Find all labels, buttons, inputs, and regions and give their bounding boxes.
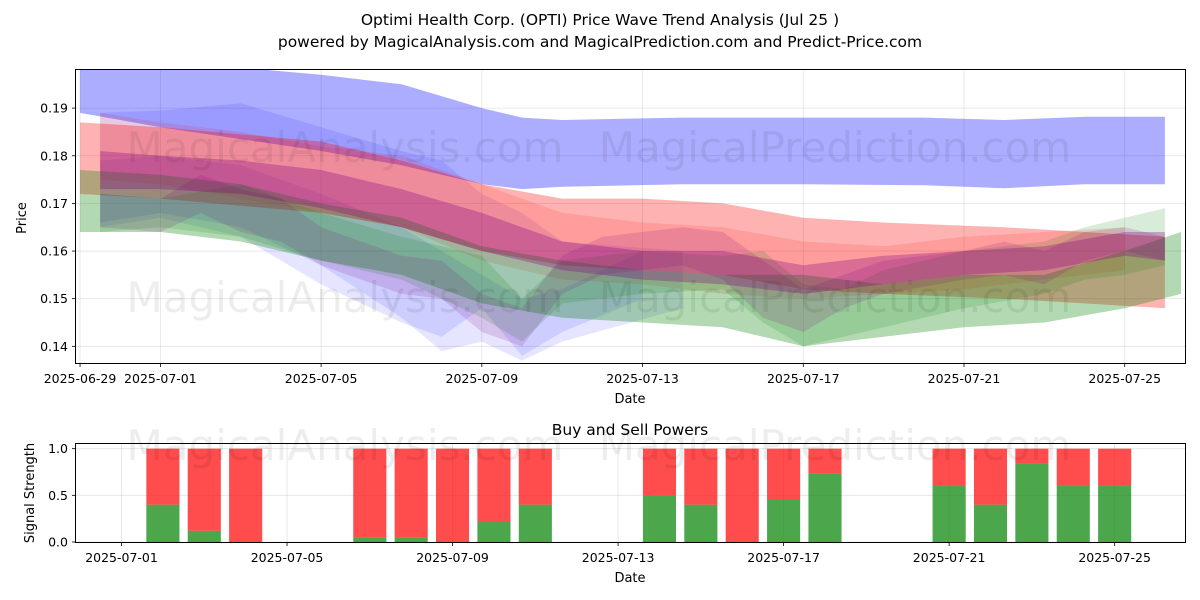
buy-sell-x-tick-label: 2025-07-17: [747, 550, 820, 565]
price-wave-band: [100, 184, 1165, 347]
sell-bar: [146, 448, 180, 505]
sell-bar: [436, 448, 470, 542]
sell-bar: [229, 448, 263, 542]
price-y-tick-label: 0.17: [40, 196, 68, 211]
buy-bar: [1056, 485, 1090, 542]
buy-bar: [187, 530, 221, 542]
price-x-axis-label: Date: [614, 392, 645, 407]
buy-sell-x-tick-label: 2025-07-13: [582, 550, 655, 565]
price-x-tick-label: 2025-07-13: [606, 371, 679, 386]
sell-bar: [808, 448, 842, 474]
buy-sell-title: Buy and Sell Powers: [552, 421, 709, 439]
buy-bar: [1015, 463, 1049, 542]
buy-sell-x-axis: 2025-07-01 2025-07-05 2025-07-09 2025-07-13…: [85, 542, 1151, 565]
price-wave-band: [80, 122, 1165, 309]
price-wave-band: [80, 70, 1165, 190]
price-x-tick-label: 2025-07-25: [1088, 371, 1161, 386]
price-x-axis: 2025-06-29 2025-07-01 2025-07-05 2025-07-09…: [44, 363, 1161, 386]
price-y-tick-label: 0.19: [40, 101, 68, 116]
buy-sell-x-tick-label: 2025-07-01: [85, 550, 158, 565]
chart-title: Optimi Health Corp. (OPTI) Price Wave Tr…: [361, 11, 839, 29]
buy-sell-y-tick-label: 0.0: [48, 535, 68, 550]
buy-sell-x-tick-label: 2025-07-05: [251, 550, 324, 565]
buy-bar: [518, 504, 552, 542]
sell-bar: [767, 448, 801, 500]
watermark-analysis-bottom: MagicalAnalysis.com: [127, 421, 564, 470]
buy-sell-bars: [146, 448, 1132, 542]
buy-bar: [1098, 485, 1132, 542]
sell-bar: [642, 448, 677, 496]
buy-bar: [146, 504, 180, 542]
watermark-prediction-bottom: MagicalPrediction.com: [599, 421, 1072, 470]
sell-bar: [932, 448, 966, 486]
buy-sell-x-axis-label: Date: [614, 571, 645, 586]
sell-bar: [477, 448, 511, 522]
buy-bar: [353, 537, 387, 542]
price-y-axis-label: Price: [15, 202, 30, 234]
price-x-tick-label: 2025-07-01: [124, 371, 197, 386]
price-wave-band: [100, 112, 1125, 299]
buy-sell-x-tick-label: 2025-07-25: [1078, 550, 1151, 565]
chart-subtitle: powered by MagicalAnalysis.com and Magic…: [278, 33, 922, 51]
sell-bar: [1015, 448, 1049, 464]
price-plot-frame: [75, 69, 1186, 364]
watermark-analysis-top: MagicalAnalysis.com: [127, 123, 564, 172]
price-grid: [76, 70, 1185, 363]
buy-bar: [642, 495, 677, 542]
price-wave-band: [100, 155, 643, 356]
price-y-tick-label: 0.15: [40, 291, 68, 306]
price-x-tick-label: 2025-07-05: [285, 371, 358, 386]
sell-bar: [353, 448, 387, 538]
buy-bar: [932, 485, 966, 542]
sell-bar: [394, 448, 428, 538]
buy-sell-x-tick-label: 2025-07-21: [913, 550, 986, 565]
buy-sell-y-axis: 0.0 0.5 1.0: [48, 441, 76, 550]
price-x-tick-label: 2025-07-21: [928, 371, 1001, 386]
sell-bar: [725, 448, 759, 542]
buy-sell-panel: Buy and Sell Powers MagicalAnalysis.com …: [23, 421, 1186, 586]
sell-bar: [1056, 448, 1090, 486]
buy-sell-plot-frame: [75, 443, 1186, 543]
price-wave-band: [100, 151, 1165, 294]
buy-sell-x-tick-label: 2025-07-09: [416, 550, 489, 565]
price-bands: [80, 70, 1181, 361]
price-y-tick-label: 0.14: [40, 339, 68, 354]
watermark-analysis-mid: MagicalAnalysis.com: [127, 273, 564, 322]
price-x-tick-label: 2025-06-29: [44, 371, 117, 386]
price-y-tick-label: 0.16: [40, 244, 68, 259]
price-wave-band: [80, 170, 1181, 347]
buy-sell-y-tick-label: 1.0: [48, 441, 68, 456]
buy-bar: [767, 500, 801, 542]
price-wave-band: [100, 174, 1165, 347]
buy-sell-y-axis-label: Signal Strength: [23, 443, 38, 543]
buy-sell-y-tick-label: 0.5: [48, 488, 68, 503]
price-y-axis: 0.14 0.15 0.16 0.17 0.18 0.19: [40, 101, 76, 354]
watermark-prediction-top: MagicalPrediction.com: [599, 123, 1072, 172]
sell-bar: [1098, 448, 1132, 486]
buy-bar: [394, 537, 428, 542]
price-wave-band: [100, 103, 683, 361]
price-y-tick-label: 0.18: [40, 148, 68, 163]
buy-bar: [684, 504, 718, 542]
sell-bar: [973, 448, 1008, 505]
buy-bar: [477, 521, 511, 542]
sell-bar: [187, 448, 221, 531]
sell-bar: [518, 448, 552, 505]
price-x-tick-label: 2025-07-09: [446, 371, 519, 386]
buy-bar: [973, 504, 1008, 542]
buy-bar: [808, 473, 842, 542]
price-wave-panel: MagicalAnalysis.com MagicalPrediction.co…: [15, 69, 1186, 407]
price-x-tick-label: 2025-07-17: [767, 371, 840, 386]
sell-bar: [684, 448, 718, 505]
watermark-prediction-mid: MagicalPrediction.com: [599, 273, 1072, 322]
